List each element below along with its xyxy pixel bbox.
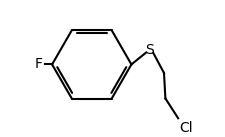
Text: F: F [34, 57, 42, 71]
Text: Cl: Cl [179, 121, 192, 135]
Text: S: S [145, 43, 153, 57]
